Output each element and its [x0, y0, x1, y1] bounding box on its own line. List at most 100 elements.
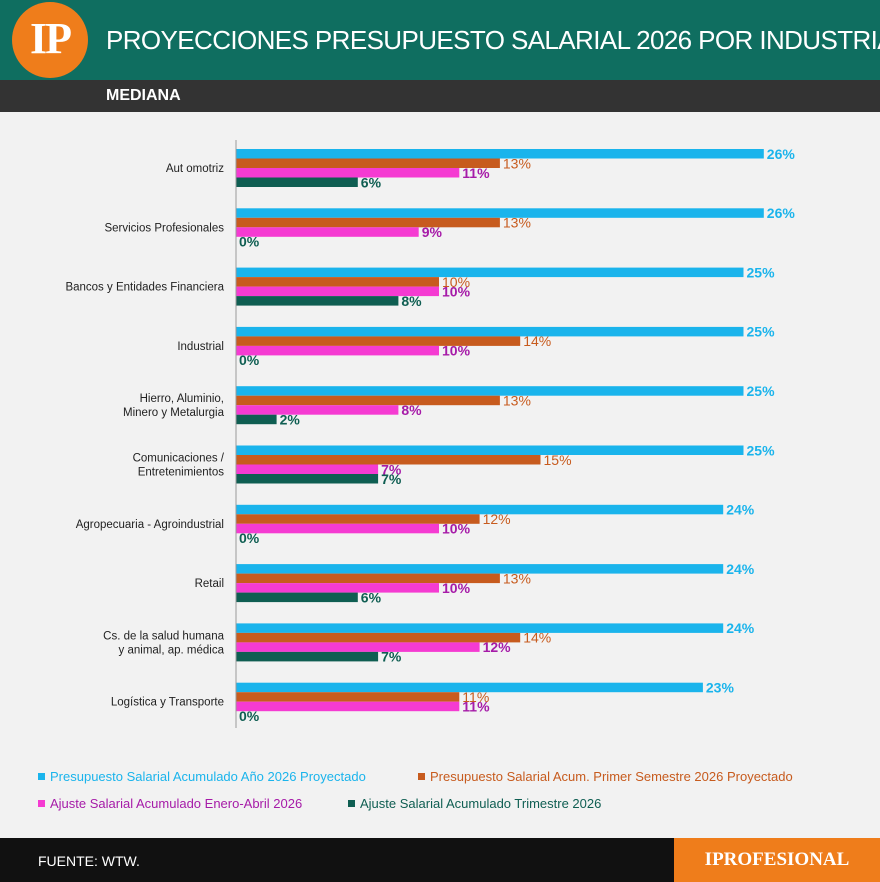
data-label: 25% [747, 442, 776, 458]
brand-logo: IPROFESIONAL [704, 849, 850, 870]
data-label: 26% [767, 205, 796, 221]
data-label: 0% [239, 234, 260, 250]
header-bar: IP PROYECCIONES PRESUPUESTO SALARIAL 202… [0, 0, 880, 80]
logo: IP [30, 14, 72, 63]
bar-3 [236, 345, 439, 356]
subtitle-bar: MEDIANA [0, 80, 880, 112]
bar-1 [236, 326, 744, 337]
data-label: 24% [726, 502, 755, 518]
data-label: 0% [239, 708, 260, 724]
data-label: 14% [523, 630, 551, 646]
category-label: Logística y Transporte [111, 697, 224, 709]
data-label: 10% [442, 283, 471, 299]
category-label: Bancos y Entidades Financiera [65, 282, 224, 294]
bar-chart: Aut omotriz 26% 13% 11% 6% Servicios Profesio… [65, 140, 796, 728]
data-label: 8% [401, 402, 422, 418]
data-label: 7% [381, 649, 402, 665]
data-label: 8% [401, 293, 422, 309]
logo-circle [12, 2, 88, 78]
bar-3 [236, 583, 439, 593]
bar-1 [236, 682, 703, 693]
data-label: 10% [442, 343, 471, 359]
data-label: 13% [503, 215, 531, 231]
data-label: 10% [442, 580, 471, 596]
data-label: 9% [422, 224, 443, 240]
bar-3 [236, 642, 480, 652]
bar-4 [236, 474, 379, 484]
legend-swatch-3 [348, 800, 355, 807]
category-label: Aut omotriz [166, 163, 224, 175]
data-label: 10% [442, 274, 470, 290]
bar-3 [236, 523, 439, 534]
bar-1 [236, 267, 744, 278]
bar-2 [236, 217, 500, 228]
data-label: 25% [747, 324, 776, 340]
bar-1 [236, 504, 724, 515]
bar-3 [236, 464, 379, 474]
bar-2 [236, 455, 541, 465]
data-label: 7% [381, 461, 402, 477]
bar-2 [236, 632, 521, 643]
bar-1 [236, 564, 724, 574]
category-label: Servicios Profesionales [104, 222, 224, 234]
bar-4 [236, 177, 358, 187]
data-label: 26% [767, 146, 796, 162]
data-label: 13% [503, 570, 531, 586]
bar-2 [236, 277, 439, 287]
bar-1 [236, 445, 744, 455]
bar-3 [236, 405, 399, 415]
legend-label-3: Ajuste Salarial Acumulado Trimestre 2026 [360, 796, 602, 811]
bar-3 [236, 168, 460, 178]
bar-1 [236, 623, 724, 633]
bar-2 [236, 514, 480, 524]
data-label: 6% [361, 174, 382, 190]
data-label: 11% [462, 165, 490, 181]
bar-2 [236, 395, 500, 406]
category-label: Cs. de la salud humana y animal, ap. médi… [103, 630, 224, 656]
data-label: 7% [381, 471, 402, 487]
data-label: 11% [462, 698, 490, 714]
data-label: 0% [239, 352, 260, 368]
data-label: 12% [483, 639, 512, 655]
data-label: 23% [706, 679, 735, 695]
legend-label-1: Presupuesto Salarial Acum. Primer Semest… [430, 769, 793, 784]
data-label: 2% [280, 411, 301, 427]
data-label: 25% [747, 264, 776, 280]
data-label: 12% [483, 511, 511, 527]
bar-1 [236, 386, 744, 396]
data-label: 0% [239, 530, 260, 546]
bar-3 [236, 701, 460, 712]
bar-4 [236, 414, 277, 425]
legend-swatch-1 [418, 773, 425, 780]
bar-1 [236, 149, 764, 159]
data-label: 11% [462, 689, 489, 705]
data-label: 15% [544, 452, 572, 468]
bar-4 [236, 651, 379, 662]
category-label: Industrial [177, 341, 224, 353]
page-title: PROYECCIONES PRESUPUESTO SALARIAL 2026 P… [106, 25, 880, 55]
data-label: 10% [442, 521, 471, 537]
data-label: 25% [747, 383, 776, 399]
data-label: 24% [726, 561, 755, 577]
data-label: 6% [361, 589, 382, 605]
bar-2 [236, 573, 500, 584]
bar-1 [236, 208, 764, 218]
bar-4 [236, 296, 399, 306]
bar-2 [236, 158, 500, 168]
page-subtitle: MEDIANA [106, 87, 181, 104]
legend-item-2: Ajuste Salarial Acumulado Enero-Abril 20… [38, 795, 302, 813]
category-label: Hierro, Aluminio, Minero y Metalurgia [123, 393, 225, 419]
legend-swatch-2 [38, 800, 45, 807]
legend-label-0: Presupuesto Salarial Acumulado Año 2026 … [50, 769, 366, 784]
bar-3 [236, 286, 439, 297]
category-label: Retail [195, 578, 224, 590]
legend-label-2: Ajuste Salarial Acumulado Enero-Abril 20… [50, 796, 303, 811]
bar-2 [236, 336, 521, 346]
data-label: 14% [523, 333, 551, 349]
legend-item-3: Ajuste Salarial Acumulado Trimestre 2026 [348, 795, 601, 813]
legend-item-1: Presupuesto Salarial Acum. Primer Semest… [418, 768, 793, 786]
bar-2 [236, 692, 460, 702]
bar-4 [236, 592, 358, 603]
source-note: FUENTE: WTW. [38, 853, 140, 869]
data-label: 13% [503, 155, 531, 171]
